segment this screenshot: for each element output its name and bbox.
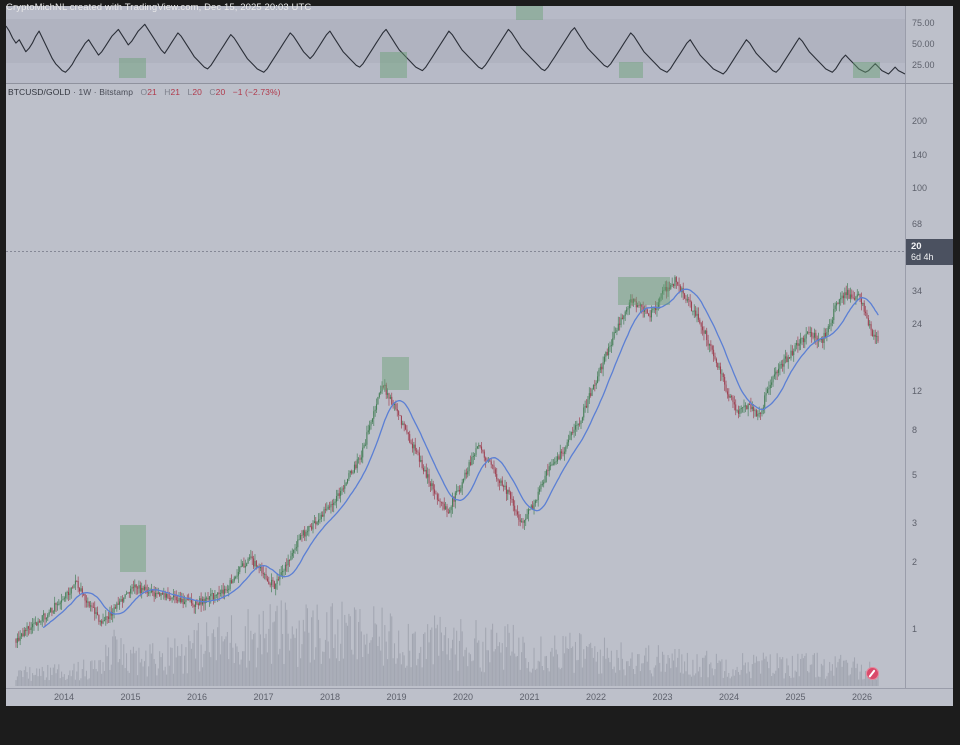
- time-axis-tick: 2020: [452, 692, 474, 702]
- oscillator-axis-tick: 25.00: [912, 60, 935, 71]
- time-axis-tick: 2016: [186, 692, 208, 702]
- legend-open-value: 21: [147, 87, 157, 97]
- legend-interval[interactable]: 1W: [78, 87, 92, 97]
- time-axis-tick: 2023: [652, 692, 673, 702]
- time-axis-tick: 2022: [585, 692, 607, 702]
- price-axis-tick: 5: [912, 469, 918, 480]
- highlight-box-oscillator-5: [853, 62, 880, 78]
- time-axis-background[interactable]: [6, 688, 953, 706]
- candlesticks: [15, 275, 879, 648]
- price-axis-tick: 3: [912, 518, 918, 529]
- time-axis-tick: 2019: [386, 692, 407, 702]
- oscillator-pane[interactable]: [6, 6, 905, 83]
- legend-close-value: 20: [215, 87, 226, 97]
- chart-legend[interactable]: BTCUSD/GOLD · 1W · Bitstamp O21 H21 L20 …: [8, 86, 281, 99]
- legend-sep-2: ·: [93, 87, 97, 97]
- highlight-box-oscillator-1: [119, 58, 146, 78]
- bar-countdown: 6d 4h: [911, 252, 934, 262]
- price-series: [15, 275, 879, 686]
- time-axis-tick: 2014: [53, 692, 75, 702]
- highlight-box-oscillator-2: [380, 52, 407, 78]
- watermark-text: CryptoMichNL created with TradingView.co…: [6, 2, 312, 13]
- legend-symbol[interactable]: BTCUSD/GOLD: [8, 87, 71, 97]
- price-pane[interactable]: [6, 84, 905, 706]
- oscillator-axis-tick: 50.00: [912, 39, 935, 49]
- price-axis-tick: 12: [912, 385, 923, 396]
- price-axis-tick: 34: [912, 285, 923, 296]
- price-axis-tick: 2: [912, 557, 918, 568]
- time-axis-tick: 2025: [785, 692, 806, 702]
- current-price-value: 20: [911, 241, 922, 252]
- legend-close-key: C: [209, 87, 216, 97]
- highlight-box-oscillator-4: [619, 62, 643, 78]
- time-axis-separator: [6, 688, 953, 689]
- highlight-box-oscillator-3: [516, 6, 543, 20]
- current-price-line: [6, 251, 905, 252]
- highlight-box-price-3: [618, 277, 670, 305]
- price-axis-tick: 24: [912, 319, 923, 330]
- price-axis-background[interactable]: [905, 6, 953, 706]
- pane-separator: [6, 83, 905, 84]
- legend-change: −1 (−2.73%): [232, 87, 281, 97]
- legend-low-value: 20: [192, 87, 203, 97]
- oscillator-line: [6, 23, 905, 75]
- time-axis-tick: 2018: [319, 692, 341, 702]
- alert-marker-icon[interactable]: [866, 667, 879, 680]
- oscillator-axis-tick: 75.00: [912, 17, 935, 28]
- price-axis-tick: 68: [912, 219, 923, 230]
- price-axis-tick: 200: [912, 116, 928, 127]
- price-axis-tick: 100: [912, 182, 928, 193]
- footer-bar: TradingView: [0, 712, 960, 745]
- highlight-box-price-1: [120, 525, 146, 572]
- volume-bars: [15, 600, 879, 686]
- legend-sep-1: ·: [72, 87, 76, 97]
- legend-open-key: O: [140, 87, 148, 97]
- price-axis-tick: 1: [912, 623, 918, 634]
- price-axis-tick: 8: [912, 424, 918, 435]
- chart-frame: CryptoMichNL created with TradingView.co…: [0, 0, 960, 712]
- time-axis-tick: 2021: [519, 692, 540, 702]
- time-axis-tick: 2026: [851, 692, 873, 702]
- legend-high-key: H: [164, 87, 171, 97]
- axis-pane-separator: [905, 83, 953, 84]
- price-axis-separator: [905, 6, 906, 706]
- time-axis-tick: 2015: [120, 692, 141, 702]
- time-axis-tick: 2024: [718, 692, 740, 702]
- legend-exchange: Bitstamp: [99, 87, 134, 97]
- current-price-badge[interactable]: 20 6d 4h: [906, 239, 953, 265]
- highlight-box-price-2: [382, 357, 409, 390]
- legend-high-value: 21: [170, 87, 181, 97]
- price-axis-tick: 140: [912, 150, 928, 161]
- moving-average-line: [42, 288, 879, 628]
- time-axis-tick: 2017: [253, 692, 274, 702]
- legend-low-key: L: [187, 87, 193, 97]
